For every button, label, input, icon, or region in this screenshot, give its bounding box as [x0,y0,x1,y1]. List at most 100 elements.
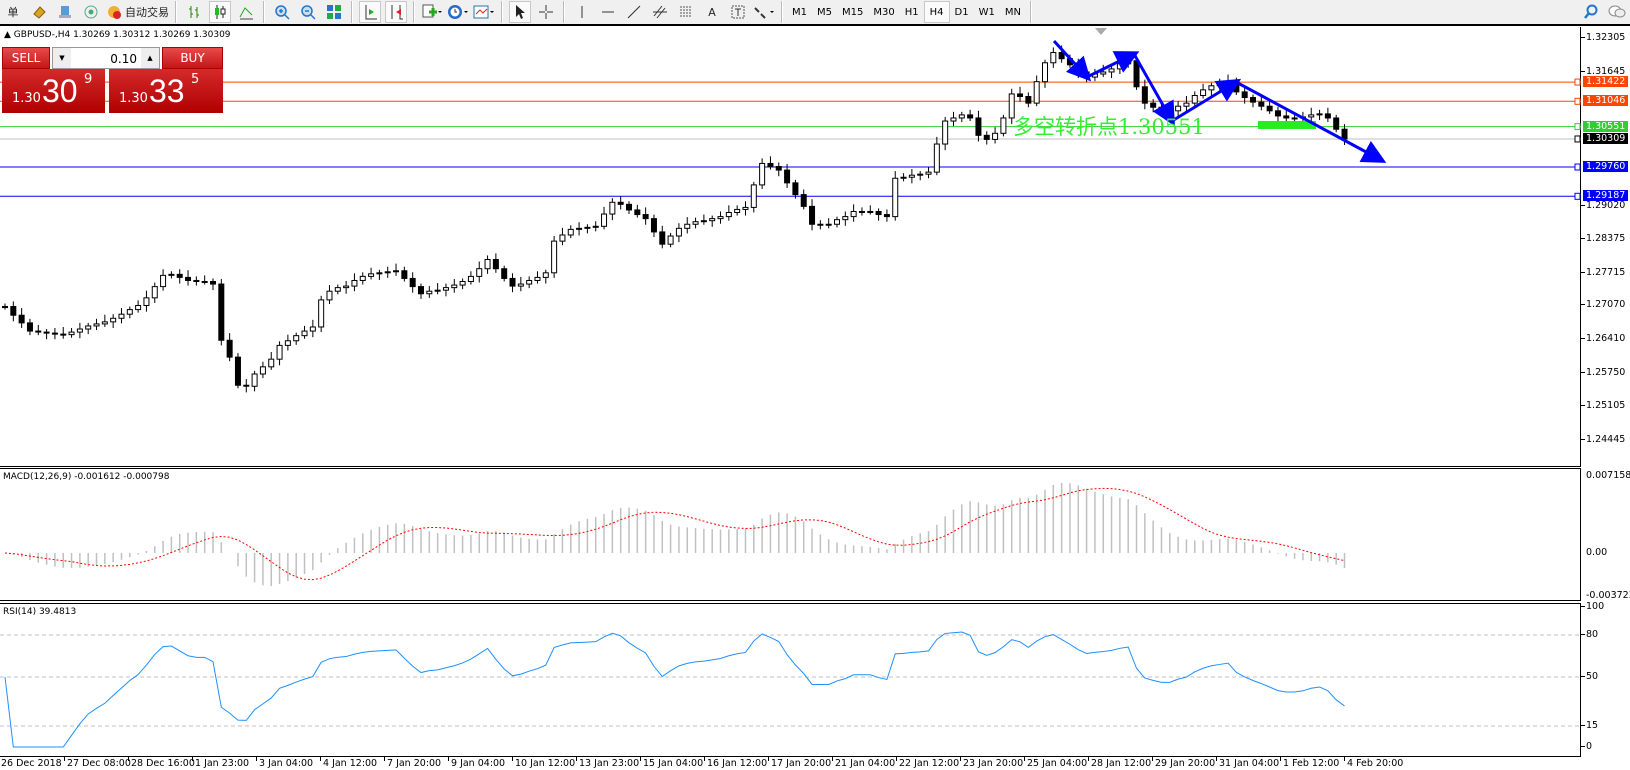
lot-increase-button[interactable]: ▲ [141,48,159,68]
buy-button[interactable]: BUY [162,47,223,69]
menu-fragment[interactable]: 单 [7,6,19,19]
zoom-out-icon[interactable] [297,1,319,23]
price-tick [1581,70,1585,72]
macd-title: MACD(12,26,9) -0.001612 -0.000798 [3,472,170,482]
bear-candle-body [659,231,666,245]
sell-price-button[interactable]: 1.30 30 9 [2,69,105,113]
sell-button[interactable]: SELL [2,47,50,69]
bear-candle-body [883,214,890,218]
timeframe-h4[interactable]: H4 [923,1,950,23]
time-tick [128,757,129,761]
bull-candle-body [110,317,117,323]
buy-price-button[interactable]: 1.30 33 5 [109,69,223,113]
bull-candle-body [834,219,840,225]
timeframe-m30[interactable]: M30 [873,6,895,18]
time-axis-label: 29 Jan 20:00 [1155,758,1216,769]
time-axis-label: 28 Jan 12:00 [1091,758,1152,769]
crosshair-icon[interactable] [535,1,557,23]
rsi-tick [1581,746,1585,747]
chart-shift-icon[interactable] [359,1,381,23]
bull-candle-body [692,221,699,225]
tile-windows-icon[interactable] [323,1,345,23]
lot-decrease-button[interactable]: ▼ [53,48,71,68]
chart-shift-marker[interactable] [1095,28,1107,35]
level-handle [1574,192,1581,200]
candle [534,271,541,284]
candle [43,329,50,340]
timeframe-m1[interactable]: M1 [792,6,807,18]
candle [376,269,383,280]
navigator-icon[interactable] [54,1,76,23]
time-tick [960,757,961,761]
buy-price-fraction: 5 [191,72,200,87]
timeframe-d1[interactable]: D1 [954,6,969,18]
market-watch-icon[interactable] [28,1,50,23]
vertical-line-icon[interactable] [571,1,593,23]
timeframe-w1[interactable]: W1 [978,6,995,18]
level-handle [1574,135,1581,143]
sell-price-fraction: 9 [84,72,93,87]
bar-chart-icon[interactable] [183,1,205,23]
bull-candle-body [1200,89,1207,96]
fibonacci-icon[interactable] [675,1,697,23]
time-tick [320,757,321,761]
rsi-panel[interactable]: RSI(14) 39.4813 [0,603,1581,757]
candle [601,206,608,230]
macd-chart [4,482,1346,587]
auto-scroll-icon[interactable] [385,1,407,23]
time-tick [1216,757,1217,761]
equidistant-channel-icon[interactable] [649,1,671,23]
bear-candle-body [185,276,192,281]
bull-candle-body [759,162,766,186]
signal-icon[interactable] [80,1,102,23]
text-icon[interactable]: A [708,5,716,19]
candle [401,266,408,282]
bull-candle-body [867,210,874,213]
candle [1308,107,1315,124]
arrows-icon[interactable] [753,1,775,23]
divider [413,1,415,23]
bull-candle-body [393,270,400,273]
lot-size-input[interactable]: ▼ 0.10 ▲ [52,47,160,69]
search-icon[interactable] [1580,1,1602,23]
bear-candle-body [418,286,424,295]
candle [517,276,524,292]
bear-candle-body [1266,105,1273,112]
candle [759,158,766,189]
candle [101,314,108,327]
auto-trading-button[interactable]: 自动交易 [106,1,169,23]
text-label-icon[interactable] [727,1,749,23]
trendline-icon[interactable] [623,1,645,23]
timeframe-m5[interactable]: M5 [817,6,832,18]
cursor-icon[interactable] [509,1,531,23]
time-axis-label: 22 Jan 12:00 [899,758,960,769]
timeframe-mn[interactable]: MN [1004,6,1021,18]
periods-icon[interactable] [447,1,469,23]
candle [642,207,649,225]
bull-candle-body [451,284,458,289]
macd-panel[interactable]: MACD(12,26,9) -0.001612 -0.000798 [0,468,1581,601]
candlestick-icon[interactable] [209,1,231,23]
timeframe-m15[interactable]: M15 [842,6,864,18]
candle [210,278,216,291]
main-chart-panel[interactable]: ▲ GBPUSD-,H4 1.30269 1.30312 1.30269 1.3… [0,27,1581,467]
candle [1017,86,1024,102]
candle [351,273,358,292]
candle [318,295,325,333]
indicators-icon[interactable] [421,1,443,23]
bear-candle-body [10,306,17,316]
candle [442,283,449,297]
chart-header-text: GBPUSD-,H4 1.30269 1.30312 1.30269 1.303… [13,30,231,40]
time-tick [1280,757,1281,761]
bull-candle-body [201,280,208,283]
candle [883,209,890,222]
templates-icon[interactable] [473,1,495,23]
chat-icon[interactable] [1606,1,1628,23]
timeframe-h1[interactable]: H1 [904,6,919,18]
level-price-tag: 1.29760 [1583,161,1629,173]
line-chart-icon[interactable] [235,1,257,23]
level-handle [1574,123,1581,131]
candle [68,327,75,338]
zoom-in-icon[interactable] [271,1,293,23]
horizontal-line-icon[interactable] [597,1,619,23]
